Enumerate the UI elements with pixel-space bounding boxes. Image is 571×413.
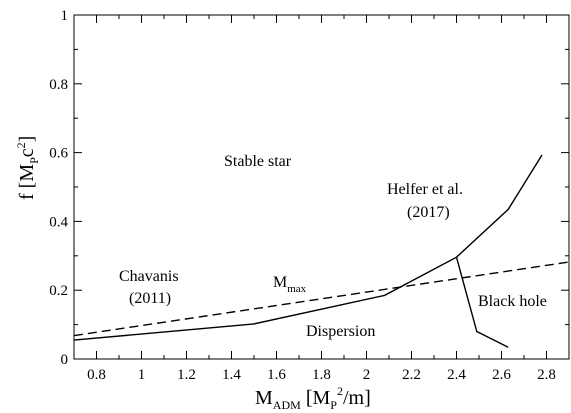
ylabel-sub: P xyxy=(27,157,41,164)
x-tick-label: 2.6 xyxy=(492,367,511,383)
label-helfer-year: (2017) xyxy=(407,204,450,221)
series-line-1 xyxy=(455,257,509,348)
label-dispersion: Dispersion xyxy=(306,323,375,340)
x-tick-label: 2.2 xyxy=(402,367,421,383)
ylabel-end: ] xyxy=(16,136,38,143)
series-line-0 xyxy=(73,154,543,341)
x-tick-label: 1.8 xyxy=(312,367,331,383)
x-tick-label: 2.8 xyxy=(537,367,556,383)
ylabel-sup: 2 xyxy=(14,142,28,148)
xlabel-rest-b: /m] xyxy=(343,387,371,409)
label-helfer: Helfer et al. xyxy=(387,181,463,198)
y-tick-label: 1 xyxy=(61,8,69,24)
y-tick-label: 0.6 xyxy=(49,146,68,162)
label-chavanis: Chavanis xyxy=(119,268,179,285)
label-chavanis-year: (2011) xyxy=(129,290,171,307)
mmax-main: M xyxy=(273,274,287,291)
tick-group xyxy=(74,14,569,360)
x-tick-labels: 0.8 1 1.2 1.4 1.6 1.8 2 2.2 2.4 2.6 2.8 xyxy=(87,367,556,383)
ylabel-main: f [M xyxy=(16,164,38,200)
xlabel-main: M xyxy=(255,387,273,409)
label-stable-star: Stable star xyxy=(224,153,292,170)
x-tick-label: 1.2 xyxy=(177,367,196,383)
y-tick-label: 0.8 xyxy=(49,77,68,93)
x-tick-label: 2.4 xyxy=(447,367,466,383)
y-tick-label: 0 xyxy=(61,352,69,368)
y-axis-title: f [MPc2] xyxy=(14,136,41,200)
x-tick-label: 1.4 xyxy=(222,367,241,383)
xlabel-rest-sub: P xyxy=(330,398,337,412)
y-tick-label: 0.4 xyxy=(49,214,68,230)
x-axis-title: MADM [MP2/m] xyxy=(255,384,371,412)
series-group xyxy=(73,154,570,348)
label-mmax: Mmax xyxy=(273,274,307,295)
x-tick-label: 1.6 xyxy=(267,367,286,383)
xlabel-sub: ADM xyxy=(273,398,301,412)
xlabel-rest-a: [M xyxy=(301,387,331,409)
xlabel-rest-sup: 2 xyxy=(337,384,343,398)
y-tick-label: 0.2 xyxy=(49,283,68,299)
ylabel-mid: c xyxy=(16,148,38,157)
x-tick-label: 2 xyxy=(363,367,371,383)
mmax-sub: max xyxy=(287,283,306,295)
label-black-hole: Black hole xyxy=(478,293,547,310)
y-tick-labels: 0 0.2 0.4 0.6 0.8 1 xyxy=(49,8,68,368)
x-tick-label: 1 xyxy=(138,367,146,383)
x-tick-label: 0.8 xyxy=(87,367,106,383)
